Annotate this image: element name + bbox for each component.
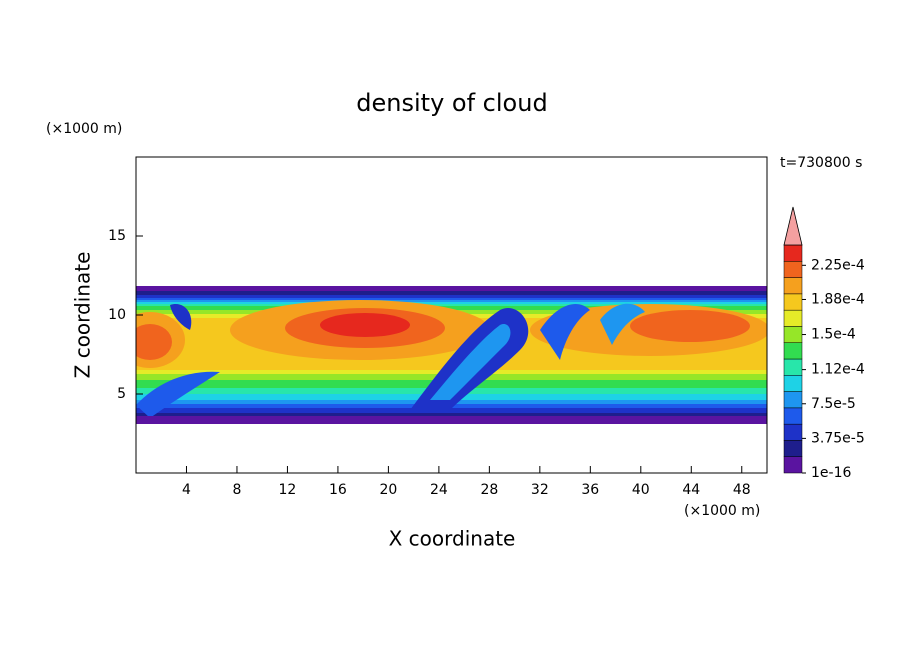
x-axis-label: X coordinate <box>389 527 516 551</box>
x-tick-label: 32 <box>531 482 549 498</box>
x-tick-label: 28 <box>480 482 498 498</box>
colorbar-block <box>783 423 803 441</box>
colorbar-block <box>783 440 803 457</box>
colorbar-tick-label: 1.88e-4 <box>811 291 865 307</box>
colorbar-block <box>783 309 803 327</box>
x-tick-label: 20 <box>379 482 397 498</box>
y-tick-label: 15 <box>108 228 126 244</box>
x-tick-label: 16 <box>329 482 347 498</box>
x-tick-label: 8 <box>232 482 241 498</box>
x-tick-label: 4 <box>182 482 191 498</box>
colorbar-block <box>783 293 803 311</box>
annotation: t=730800 s <box>780 155 862 171</box>
y-axis-label: Z coordinate <box>71 252 95 379</box>
colorbar-block <box>783 407 803 425</box>
colorbar-block <box>783 456 803 474</box>
colorbar-tick-label: 2.25e-4 <box>811 257 865 273</box>
chart-title: density of cloud <box>356 89 547 117</box>
colorbar-block <box>783 261 803 278</box>
colorbar-block <box>783 277 803 295</box>
colorbar-tick-label: 3.75e-5 <box>811 430 865 446</box>
y-tick-label: 5 <box>117 386 126 402</box>
colorbar-block <box>783 375 803 392</box>
colorbar-block <box>783 391 803 409</box>
x-tick-label: 12 <box>279 482 297 498</box>
colorbar-tick-label: 7.5e-5 <box>811 396 856 412</box>
colorbar-tick-label: 1.5e-4 <box>811 327 856 343</box>
colorbar-block <box>783 326 803 343</box>
x-tick-label: 36 <box>581 482 599 498</box>
colorbar-block <box>783 244 803 262</box>
contour-field <box>136 286 767 424</box>
x-tick-label: 44 <box>682 482 700 498</box>
x-tick-label: 24 <box>430 482 448 498</box>
colorbar-extension <box>783 206 803 246</box>
x-tick-label: 48 <box>733 482 751 498</box>
colorbar-block <box>783 358 803 376</box>
y-tick-label: 10 <box>108 307 126 323</box>
y-unit: (×1000 m) <box>46 121 122 137</box>
colorbar-block <box>783 342 803 360</box>
colorbar-tick-label: 1e-16 <box>811 465 851 481</box>
x-tick-label: 40 <box>632 482 650 498</box>
colorbar-tick-label: 1.12e-4 <box>811 362 865 378</box>
x-unit: (×1000 m) <box>684 503 760 519</box>
